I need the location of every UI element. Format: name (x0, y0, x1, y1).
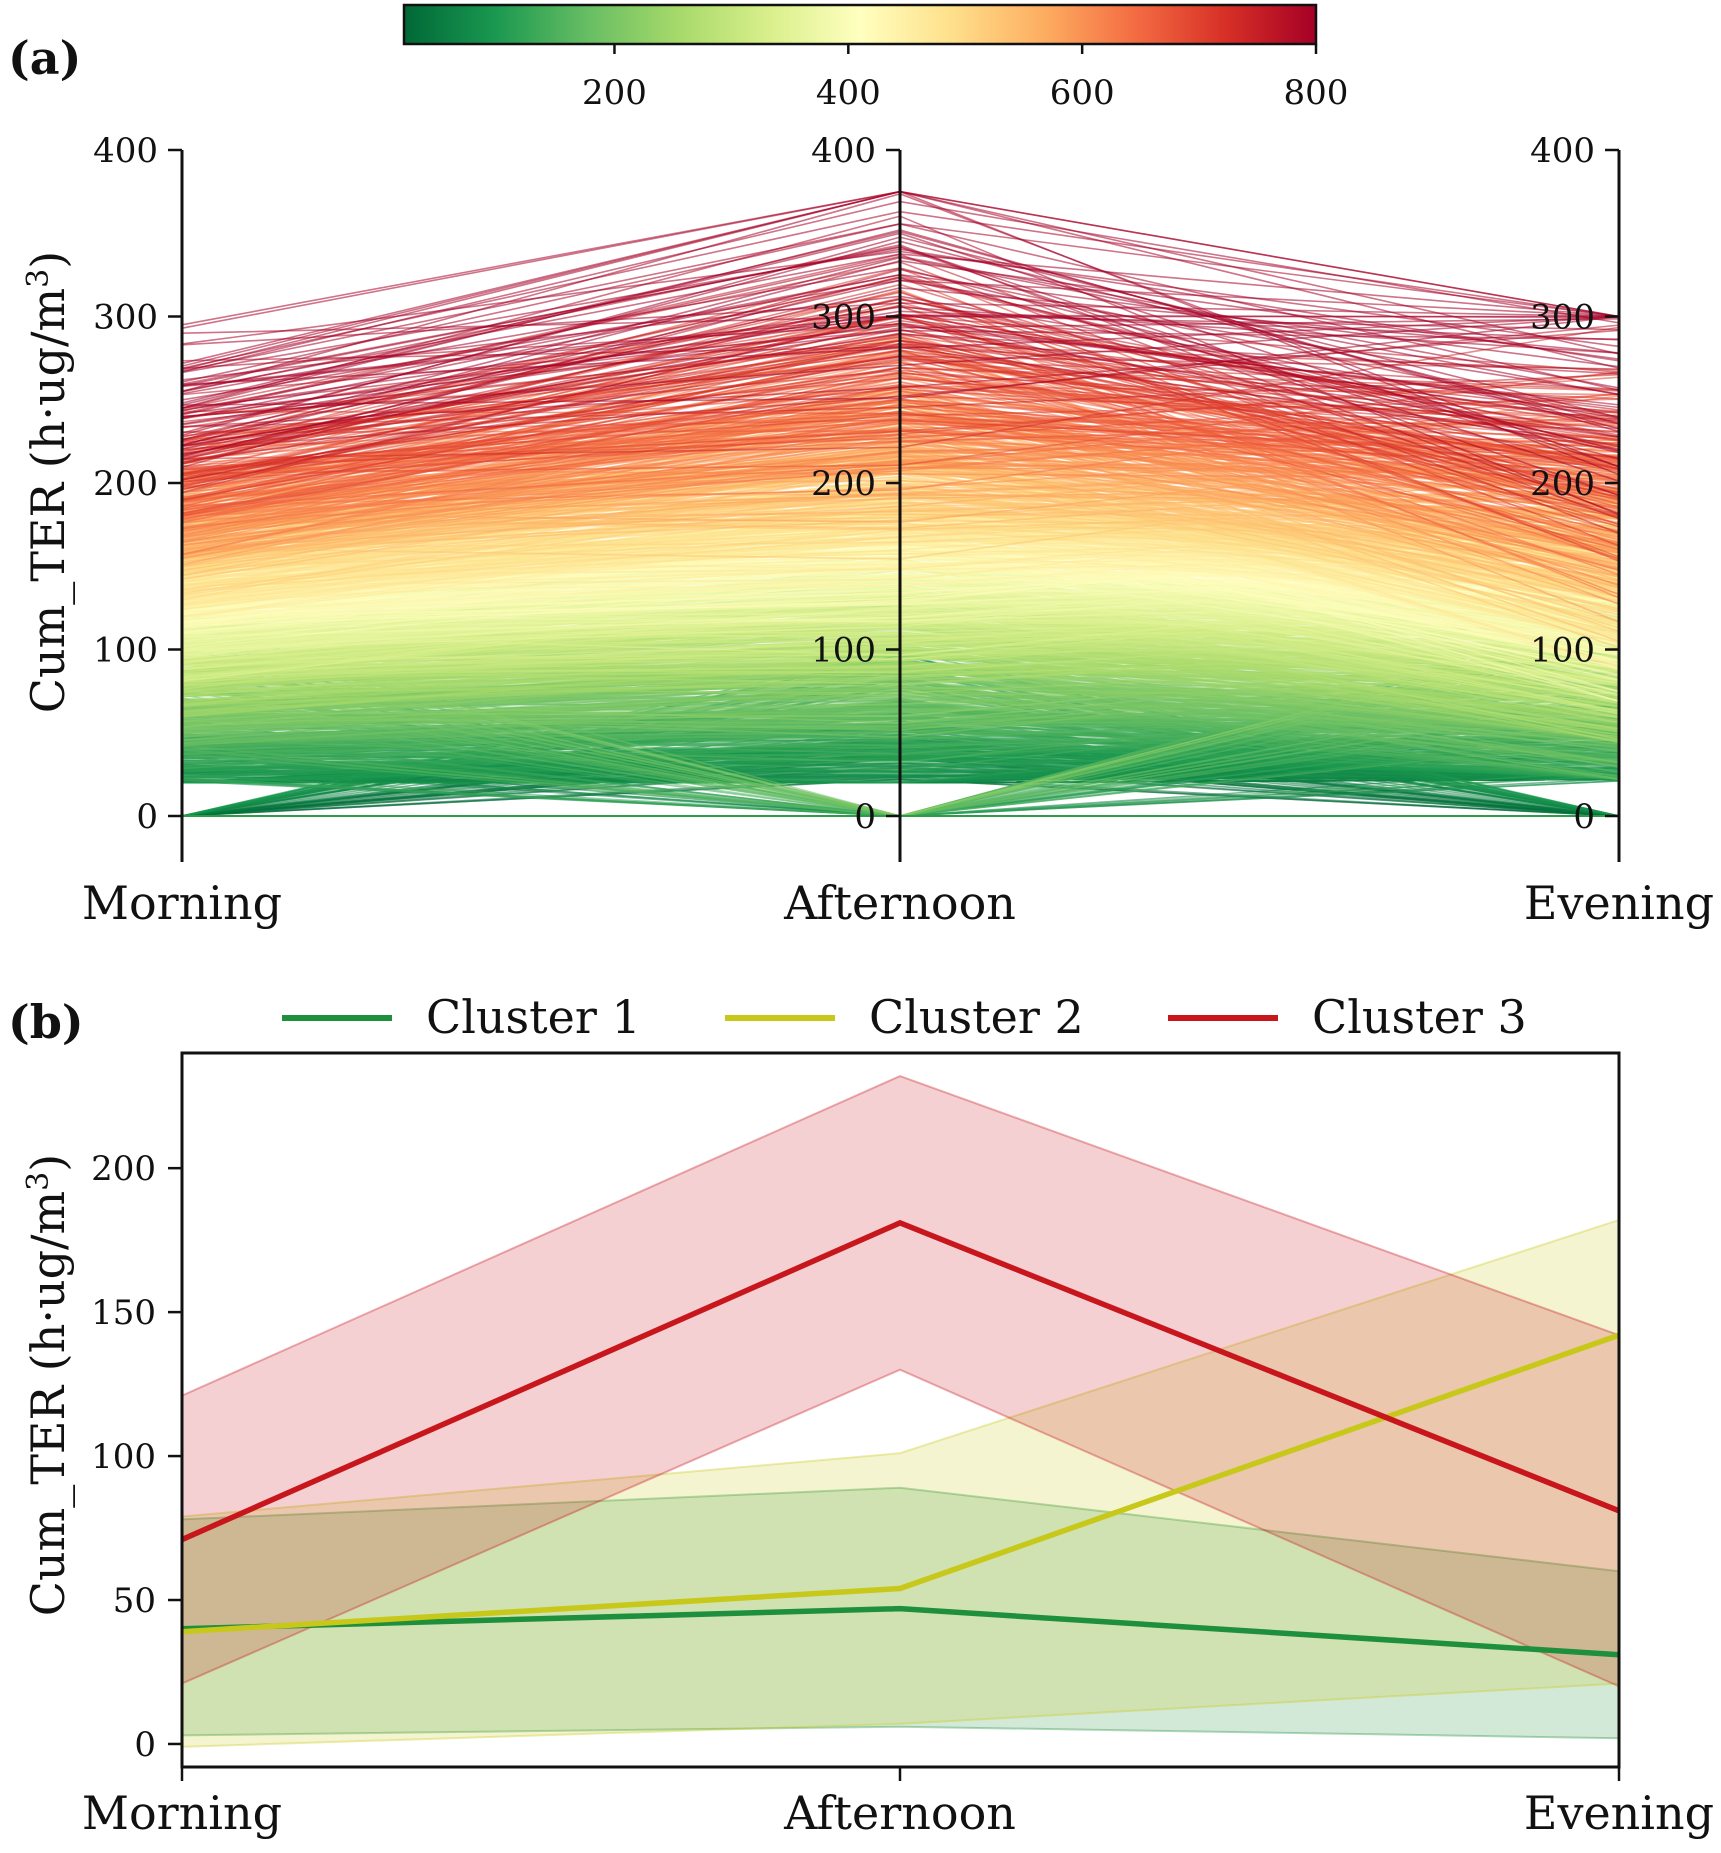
line-cluster-1 (181, 1605, 1620, 1658)
panel-b-y-ticks: 0 50 100 150 200 (91, 1149, 182, 1765)
axis-tick-label: 300 (1530, 298, 1595, 338)
axis-tick: 300 (811, 298, 900, 338)
legend-label-cluster-2: Cluster 2 (869, 990, 1084, 1044)
y-tick-label: 150 (91, 1293, 156, 1333)
axis-tick-label: 200 (1530, 464, 1595, 504)
x-tick-label: Evening (1524, 1786, 1714, 1840)
legend: Cluster 1 Cluster 2 Cluster 3 (282, 990, 1527, 1044)
axis-tick-label: 100 (1530, 631, 1595, 671)
y-tick-label: 100 (91, 1437, 156, 1477)
axis-tick: 200 (93, 464, 182, 504)
line-cluster-2 (181, 1332, 1620, 1635)
axis-tick: 0 (854, 797, 900, 837)
axis-tick-label: 300 (93, 298, 158, 338)
y-tick-label: 50 (113, 1581, 156, 1621)
colorbar-gradient (402, 3, 1318, 46)
axis-tick: 200 (1530, 464, 1619, 504)
axis-tick-label: 400 (811, 131, 876, 171)
panel-a-y-axis-title: Cum_TER (h·ug/m3) (21, 251, 75, 713)
colorbar-tick-label: 400 (816, 73, 881, 113)
colorbar: 200 400 600 800 (402, 3, 1348, 113)
y-tick: 50 (113, 1581, 182, 1621)
axis-tick-label: 200 (811, 464, 876, 504)
panel-b-x-ticks: Morning Afternoon Evening (82, 1767, 1714, 1840)
panel-b-y-axis-title-sup: 3 (21, 1172, 56, 1191)
axis-tick: 100 (1530, 631, 1619, 671)
y-tick: 100 (91, 1437, 182, 1477)
axis-tick-label: 100 (811, 631, 876, 671)
axis-tick-label: 0 (854, 797, 876, 837)
colorbar-ticks: 200 400 600 800 (582, 44, 1348, 113)
cluster-lines (180, 1219, 1621, 1658)
panel-a-y-axis-title-sup: 3 (21, 269, 56, 288)
x-tick: Afternoon (783, 1767, 1016, 1840)
axis-tick-label: 0 (1573, 797, 1595, 837)
x-tick: Evening (1524, 1767, 1714, 1840)
panel-b-y-axis-title-main: Cum_TER (h·ug/m (21, 1191, 75, 1616)
axis-tick-label: 400 (1530, 131, 1595, 171)
legend-label-cluster-3: Cluster 3 (1312, 990, 1527, 1044)
axis-tick-label: 300 (811, 298, 876, 338)
parallel-axes: 0 100 200 300 400 0 100 200 300 400 0 100 200 300 400 (93, 131, 1621, 862)
axis-tick: 100 (93, 631, 182, 671)
panel-b-y-axis-title-close: ) (21, 1154, 75, 1172)
panel-a: (a) 200 400 600 800 Cum_TER (h·ug/m3) 0 100 2… (8, 3, 1714, 930)
panel-a-y-axis-title-close: ) (21, 251, 75, 269)
confidence-bands (181, 1074, 1620, 1748)
dimension-label-evening: Evening (1524, 876, 1714, 930)
axis-tick: 400 (811, 131, 900, 171)
axis-tick: 100 (811, 631, 900, 671)
dimension-label-morning: Morning (82, 876, 282, 930)
y-tick-label: 200 (91, 1149, 156, 1189)
axis-tick-label: 100 (93, 631, 158, 671)
axis-tick: 200 (811, 464, 900, 504)
legend-label-cluster-1: Cluster 1 (426, 990, 641, 1044)
axis-tick-label: 400 (93, 131, 158, 171)
axis-tick: 300 (93, 298, 182, 338)
axis-tick-label: 0 (136, 797, 158, 837)
panel-b: (b) Cluster 1 Cluster 2 Cluster 3 Cum_TE… (8, 990, 1714, 1840)
y-tick: 150 (91, 1293, 182, 1333)
axis-tick: 300 (1530, 298, 1619, 338)
axis-tick: 0 (1573, 797, 1619, 837)
x-tick-label: Morning (82, 1786, 282, 1840)
panel-a-label: (a) (8, 31, 81, 85)
colorbar-tick-label: 600 (1050, 73, 1115, 113)
dimension-label-afternoon: Afternoon (783, 876, 1016, 930)
axis-tick: 400 (93, 131, 182, 171)
line-cluster-3 (180, 1219, 1621, 1543)
y-tick: 200 (91, 1149, 182, 1189)
panel-b-y-axis-title: Cum_TER (h·ug/m3) (21, 1154, 75, 1616)
axis-tick: 400 (1530, 131, 1619, 171)
axis-tick-label: 200 (93, 464, 158, 504)
panel-a-y-axis-title-main: Cum_TER (h·ug/m (21, 288, 75, 713)
colorbar-tick-label: 800 (1284, 73, 1349, 113)
panel-b-label: (b) (8, 995, 84, 1049)
colorbar-tick-label: 200 (582, 73, 647, 113)
x-tick: Morning (82, 1767, 282, 1840)
y-tick: 0 (134, 1725, 182, 1765)
y-tick-label: 0 (134, 1725, 156, 1765)
x-tick-label: Afternoon (783, 1786, 1016, 1840)
axis-tick: 0 (136, 797, 182, 837)
